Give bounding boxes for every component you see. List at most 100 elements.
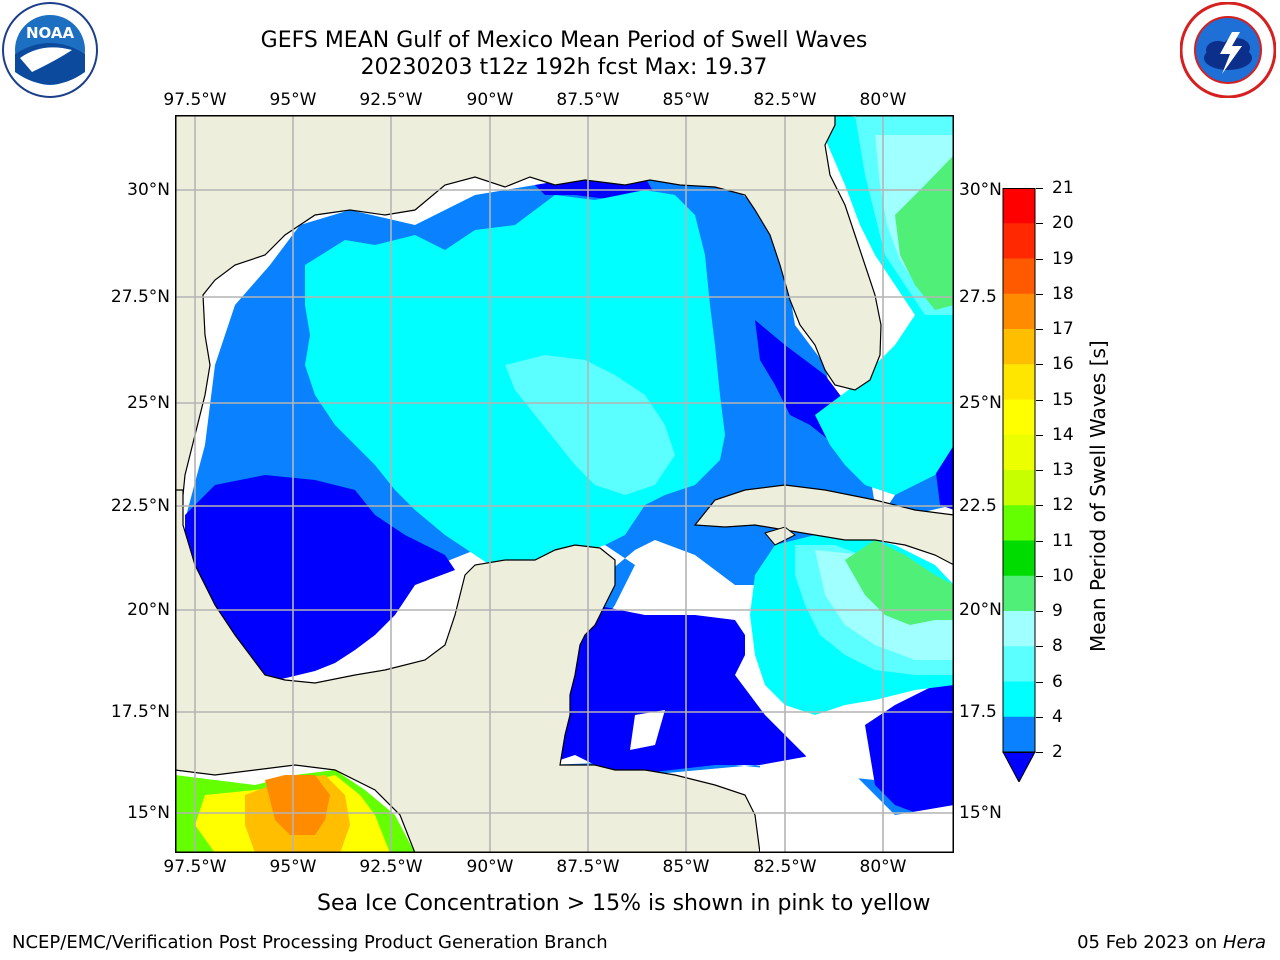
- colorbar-tick-mark: [1036, 716, 1043, 718]
- colorbar-tick-label: 11: [1052, 530, 1074, 551]
- lon-tick-bottom: 95°W: [269, 857, 317, 877]
- colorbar-border: [1002, 188, 1036, 753]
- colorbar-tick-label: 16: [1052, 354, 1074, 375]
- colorbar-segment: [1003, 716, 1035, 753]
- footer-right: 05 Feb 2023 on Hera: [1077, 932, 1266, 954]
- lat-tick-left: 30°N: [127, 180, 170, 200]
- colorbar-segment: [1003, 364, 1035, 400]
- lat-tick-left: 20°N: [127, 600, 170, 620]
- title-line2: 20230203 t12z 192h fcst Max: 19.37: [360, 55, 768, 80]
- lon-tick-top: 87.5°W: [556, 90, 620, 110]
- colorbar-tick-mark: [1036, 223, 1043, 225]
- colorbar-tick-mark: [1036, 611, 1043, 612]
- colorbar-segment: [1003, 258, 1035, 295]
- colorbar: [1002, 188, 1036, 784]
- colorbar-tick-mark: [1036, 505, 1043, 507]
- colorbar-tick-mark: [1036, 575, 1043, 577]
- swell-field-pacific: [265, 775, 330, 835]
- noaa-logo: NOAA: [2, 2, 98, 98]
- nws-logo: [1179, 1, 1277, 99]
- colorbar-segment: [1003, 540, 1035, 577]
- colorbar-swatches: [1002, 188, 1036, 784]
- lon-tick-top: 80°W: [859, 90, 907, 110]
- footer-date: 05 Feb 2023 on: [1077, 932, 1223, 953]
- swell-field-9-10: [895, 155, 954, 310]
- swell-field-lt2: [185, 475, 455, 683]
- lon-tick-bottom: 82.5°W: [753, 857, 817, 877]
- colorbar-segment: [1003, 399, 1035, 436]
- colorbar-segment: [1003, 293, 1035, 330]
- gridlines: [175, 115, 954, 853]
- colorbar-tick-mark: [1036, 329, 1043, 330]
- colorbar-tick-label: 8: [1052, 636, 1063, 657]
- colorbar-tick-mark: [1036, 646, 1043, 648]
- lat-tick-left: 15°N: [127, 803, 170, 823]
- colorbar-tick-label: 9: [1052, 601, 1063, 621]
- colorbar-segment: [1003, 646, 1035, 682]
- lon-tick-bottom: 92.5°W: [359, 857, 423, 877]
- lon-tick-bottom: 97.5°W: [163, 857, 227, 877]
- lon-tick-bottom: 87.5°W: [556, 857, 620, 877]
- swell-field-6-8: [505, 355, 675, 495]
- lat-tick-right: 30°N: [959, 180, 1002, 200]
- colorbar-tick-label: 13: [1052, 460, 1074, 480]
- map-panel: [175, 115, 954, 853]
- no-data-region: [760, 755, 954, 853]
- colorbar-tick-mark: [1036, 470, 1043, 471]
- swell-period-map: [175, 115, 954, 853]
- colorbar-tick-label: 18: [1052, 283, 1074, 304]
- land-mexico: [175, 489, 761, 853]
- lat-tick-right: 25°N: [959, 393, 1002, 413]
- lon-tick-bottom: 85°W: [662, 857, 710, 877]
- colorbar-segment: [1003, 470, 1035, 506]
- title-line1: GEFS MEAN Gulf of Mexico Mean Period of …: [260, 28, 868, 53]
- colorbar-segment: [1003, 575, 1035, 612]
- lon-tick-top: 92.5°W: [359, 90, 423, 110]
- lat-tick-right: 17.5: [959, 702, 997, 722]
- swell-field-4-6: [815, 285, 954, 495]
- lon-tick-top: 97.5°W: [163, 90, 227, 110]
- lon-tick-bottom: 80°W: [859, 857, 907, 877]
- colorbar-tick-mark: [1036, 434, 1043, 436]
- lat-tick-left: 22.5°N: [110, 496, 170, 516]
- lat-tick-right: 22.5: [959, 496, 997, 516]
- colorbar-segment: [1003, 188, 1035, 224]
- colorbar-segment: [1003, 329, 1035, 365]
- colorbar-tick-label: 20: [1052, 213, 1074, 234]
- noaa-logo-text: NOAA: [26, 24, 75, 42]
- colorbar-tick-label: 6: [1052, 671, 1063, 692]
- colorbar-label: Mean Period of Swell Waves [s]: [1086, 340, 1110, 652]
- colorbar-tick-mark: [1036, 293, 1043, 295]
- lon-tick-top: 90°W: [466, 90, 514, 110]
- footer-left: NCEP/EMC/Verification Post Processing Pr…: [12, 932, 608, 953]
- colorbar-tick-mark: [1036, 188, 1043, 189]
- colorbar-tick-mark: [1036, 399, 1043, 401]
- colorbar-tick-mark: [1036, 258, 1043, 260]
- sea-ice-note: Sea Ice Concentration > 15% is shown in …: [317, 891, 931, 916]
- colorbar-tick-label: 15: [1052, 389, 1074, 410]
- colorbar-tick-label: 4: [1052, 706, 1063, 727]
- lon-tick-top: 95°W: [269, 90, 317, 110]
- lat-tick-right: 20°N: [959, 600, 1002, 620]
- colorbar-extend-low: [1002, 751, 1036, 784]
- colorbar-segment: [1003, 611, 1035, 647]
- colorbar-segment: [1003, 681, 1035, 718]
- colorbar-tick-mark: [1036, 752, 1043, 753]
- colorbar-tick-label: 21: [1052, 178, 1074, 198]
- lon-tick-bottom: 90°W: [466, 857, 514, 877]
- no-data-region: [630, 710, 665, 750]
- lat-tick-right: 27.5: [959, 287, 997, 307]
- colorbar-tick-label: 19: [1052, 248, 1074, 269]
- swell-field-9-10: [845, 540, 954, 625]
- lat-tick-left: 25°N: [127, 393, 170, 413]
- footer-host: Hera: [1222, 932, 1266, 953]
- colorbar-tick-mark: [1036, 540, 1043, 542]
- colorbar-segment: [1003, 434, 1035, 471]
- colorbar-tick-label: 14: [1052, 424, 1074, 445]
- lat-tick-left: 17.5°N: [110, 702, 170, 722]
- lat-tick-left: 27.5°N: [110, 287, 170, 307]
- swell-field-lt2: [560, 605, 825, 780]
- land-islands: [764, 526, 796, 546]
- colorbar-tick-label: 10: [1052, 565, 1074, 586]
- colorbar-tick-label: 12: [1052, 495, 1074, 516]
